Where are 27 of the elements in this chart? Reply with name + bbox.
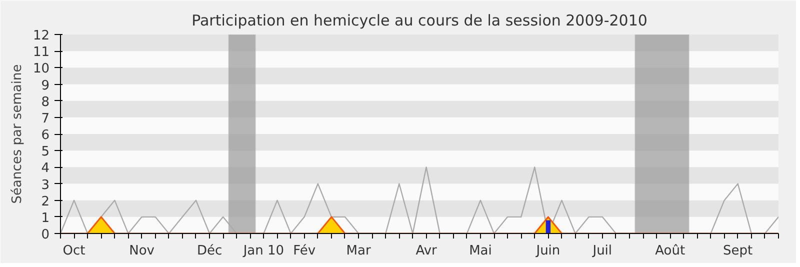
- y-axis-title: Séances par semaine: [10, 64, 25, 204]
- y-tick-label: 2: [41, 194, 50, 210]
- y-tick-label: 0: [41, 228, 50, 242]
- x-tick-label: Nov: [129, 244, 155, 258]
- y-tick-label: 10: [32, 62, 50, 77]
- y-tick-label: 5: [41, 144, 50, 160]
- x-tick-label: Juil: [592, 244, 612, 258]
- y-tick-label: 7: [41, 111, 50, 126]
- x-tick-label: Mai: [469, 244, 492, 258]
- y-tick-label: 4: [41, 161, 50, 176]
- chart-title: Participation en hemicycle au cours de la session 2009-2010: [192, 12, 648, 30]
- y-tick-label: 6: [41, 128, 50, 143]
- y-tick-label: 1: [41, 210, 50, 226]
- x-tick-label: Août: [655, 244, 686, 258]
- x-tick-label: Mar: [346, 244, 372, 258]
- x-tick-label: Sept: [723, 244, 753, 258]
- y-tick-label: 9: [41, 78, 50, 94]
- x-tick-label: Oct: [62, 244, 86, 258]
- x-tick-label: Déc: [196, 244, 222, 258]
- y-tick-label: 11: [32, 45, 50, 60]
- y-tick-label: 12: [32, 28, 50, 44]
- x-tick-label: Fév: [293, 244, 316, 258]
- y-tick-label: 3: [41, 178, 50, 193]
- x-tick-label: Avr: [416, 244, 438, 258]
- x-tick-label: Juin: [535, 244, 560, 258]
- y-tick-label: 8: [41, 94, 50, 110]
- x-tick-label: Jan 10: [242, 244, 284, 258]
